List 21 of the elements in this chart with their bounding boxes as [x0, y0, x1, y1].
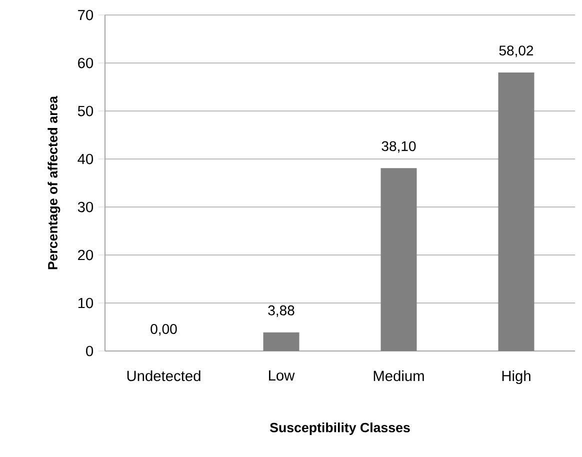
y-tick-label: 20: [78, 250, 94, 260]
y-tick-label: 60: [78, 58, 94, 68]
y-axis-title: Percentage of affected area: [48, 96, 60, 270]
x-axis-title: Susceptibility Classes: [270, 422, 410, 435]
x-tick-label: Low: [269, 370, 295, 381]
data-label: 0,00: [150, 324, 177, 336]
x-tick-label: Medium: [374, 370, 424, 382]
y-tick-label: 50: [78, 106, 94, 116]
y-tick-label: 0: [86, 346, 94, 356]
x-tick-label: Undetected: [127, 370, 200, 382]
bar: [498, 72, 534, 351]
data-label: 38,10: [382, 141, 416, 153]
y-tick-label: 70: [78, 10, 94, 20]
bar: [263, 332, 300, 351]
y-tick-label: 10: [78, 298, 94, 308]
x-tick-label: High: [502, 370, 530, 384]
y-tick-label: 40: [78, 154, 94, 164]
data-label: 58,02: [499, 46, 534, 58]
data-label: 3,88: [268, 305, 294, 317]
bar: [380, 168, 417, 351]
y-tick-label: 30: [78, 202, 94, 212]
